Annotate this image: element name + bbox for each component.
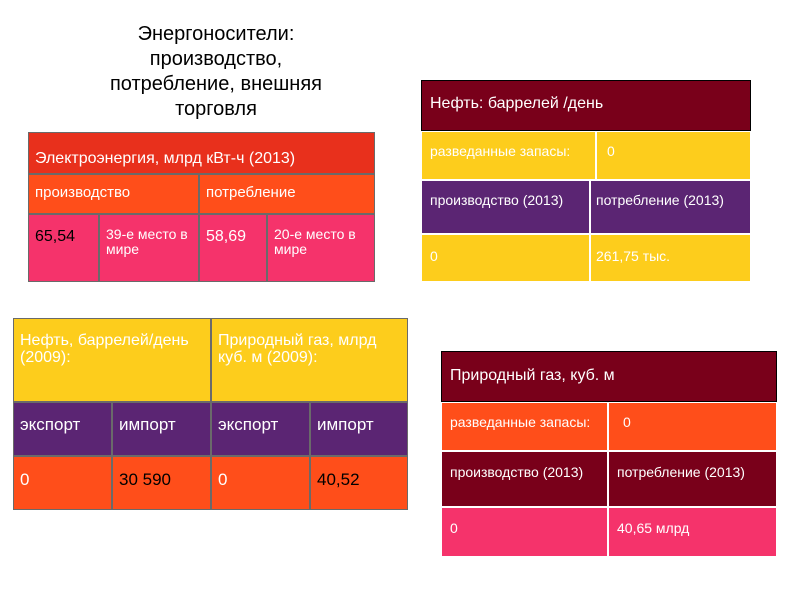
gas-import-value: 40,52 bbox=[310, 456, 408, 510]
gas-reserves-label: разведанные запасы: bbox=[441, 402, 608, 451]
oil-reserves-label: разведанные запасы: bbox=[421, 131, 596, 180]
gas-header: Природный газ, куб. м bbox=[441, 351, 777, 402]
electricity-production-rank: 39-е место в мире bbox=[99, 214, 199, 282]
oil-import-label: импорт bbox=[112, 402, 211, 456]
gas-trade-header: Природный газ, млрд куб. м (2009): bbox=[211, 318, 408, 402]
electricity-consumption-rank: 20-е место в мире bbox=[267, 214, 375, 282]
oil-export-label: экспорт bbox=[13, 402, 112, 456]
electricity-consumption-label: потребление bbox=[199, 174, 375, 214]
electricity-production-label: производство bbox=[28, 174, 199, 214]
gas-reserves-value: 0 bbox=[608, 402, 777, 451]
gas-production-value: 0 bbox=[441, 507, 608, 557]
oil-trade-header: Нефть, баррелей/день (2009): bbox=[13, 318, 211, 402]
oil-production-label: производство (2013) bbox=[421, 180, 590, 234]
gas-export-value: 0 bbox=[211, 456, 310, 510]
gas-consumption-label: потребление (2013) bbox=[608, 451, 777, 507]
gas-import-label: импорт bbox=[310, 402, 408, 456]
oil-reserves-value: 0 bbox=[596, 131, 751, 180]
electricity-consumption-value: 58,69 bbox=[199, 214, 267, 282]
oil-import-value: 30 590 bbox=[112, 456, 211, 510]
oil-export-value: 0 bbox=[13, 456, 112, 510]
electricity-production-value: 65,54 bbox=[28, 214, 99, 282]
page-title: Энергоносители: производство, потреблени… bbox=[109, 23, 323, 120]
oil-consumption-value: 261,75 тыс. bbox=[590, 234, 751, 282]
gas-export-label: экспорт bbox=[211, 402, 310, 456]
oil-header: Нефть: баррелей /день bbox=[421, 80, 751, 131]
oil-production-value: 0 bbox=[421, 234, 590, 282]
gas-production-label: производство (2013) bbox=[441, 451, 608, 507]
electricity-header: Электроэнергия, млрд кВт-ч (2013) bbox=[28, 132, 375, 174]
gas-consumption-value: 40,65 млрд bbox=[608, 507, 777, 557]
oil-consumption-label: потребление (2013) bbox=[590, 180, 751, 234]
